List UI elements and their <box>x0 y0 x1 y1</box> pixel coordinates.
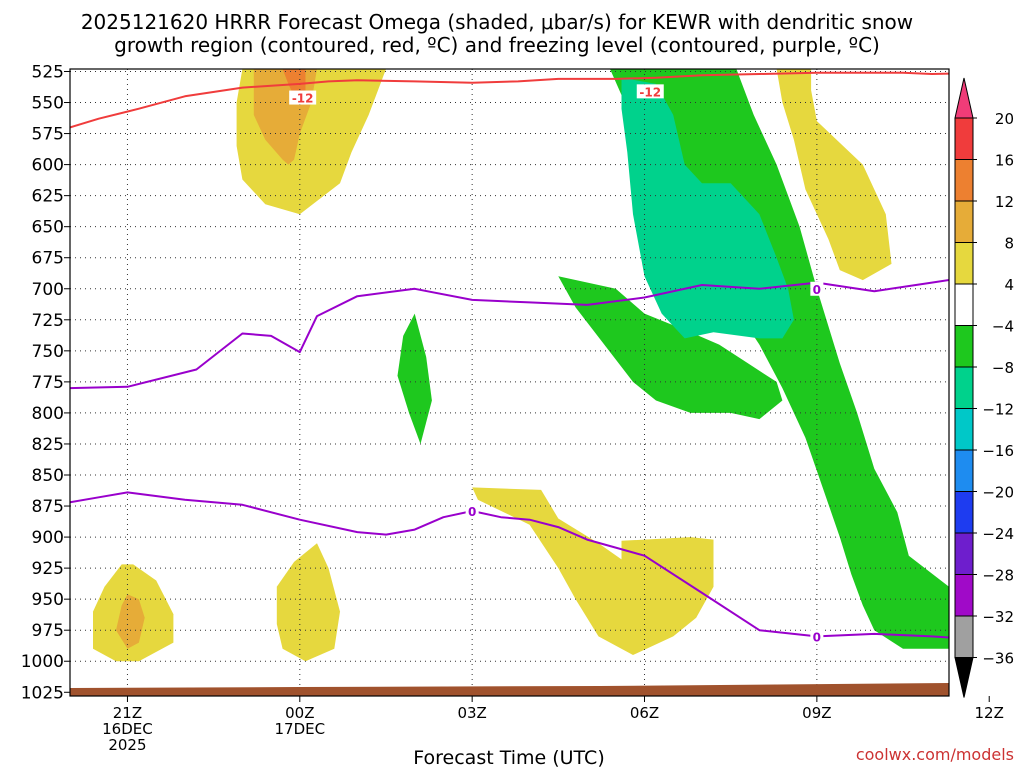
colorbar-segment-8 <box>954 449 974 492</box>
y-tick-label-925: 925 <box>32 559 64 579</box>
colorbar-segment-5 <box>954 325 974 368</box>
y-tick-label-700: 700 <box>32 280 64 300</box>
colorbar-segment-6 <box>954 366 974 409</box>
y-tick-label-800: 800 <box>32 404 64 424</box>
colorbar-label-1: 16 <box>995 152 1014 170</box>
x-axis-label: Forecast Time (UTC) <box>413 747 604 768</box>
freezing-level-line-1-label-0: 0 <box>468 505 476 519</box>
colorbar-label-9: −20 <box>982 484 1014 502</box>
y-tick-label-825: 825 <box>32 435 64 455</box>
y-tick-label-550: 550 <box>32 94 64 114</box>
omega-region-6 <box>276 543 340 662</box>
x-tick-label-0-1: 16DEC <box>102 720 153 738</box>
x-tick-label-3-0: 00Z <box>285 704 314 722</box>
colorbar-segment-2 <box>954 200 974 243</box>
y-tick-label-525: 525 <box>32 62 64 82</box>
colorbar-label-8: −16 <box>982 442 1014 460</box>
plot-frame <box>69 68 950 697</box>
y-tick-label-875: 875 <box>32 497 64 517</box>
colorbar-label-12: −32 <box>982 608 1014 626</box>
y-tick-label-950: 950 <box>32 590 64 610</box>
colorbar-label-5: −4 <box>992 318 1014 336</box>
x-tick-label-6-0: 03Z <box>457 704 486 722</box>
colorbar-segment-9 <box>954 491 974 534</box>
dgz-contour-line <box>70 71 949 129</box>
freezing-level-line-0 <box>70 278 949 390</box>
omega-region-10 <box>621 77 794 339</box>
colorbar-segment-7 <box>954 408 974 451</box>
dgz-contour-line-label-bg-1 <box>636 84 664 99</box>
y-tick-label-1000: 1000 <box>21 652 64 672</box>
omega-region-8 <box>529 69 949 649</box>
colorbar-label-0: 20 <box>995 110 1014 128</box>
x-tick-label-0-2: 2025 <box>108 736 146 754</box>
omega-fills <box>93 69 949 662</box>
colorbar-segment-3 <box>954 242 974 285</box>
y-tick-label-775: 775 <box>32 373 64 393</box>
freezing-level-line-1-label-1: 0 <box>813 630 821 644</box>
colorbar-segment-4 <box>954 283 974 326</box>
chart-title-line-2: growth region (contoured, red, ºC) and f… <box>114 33 880 57</box>
colorbar-label-11: −28 <box>982 567 1014 585</box>
freezing-level-line-1 <box>70 491 949 639</box>
y-tick-label-750: 750 <box>32 342 64 362</box>
y-tick-label-675: 675 <box>32 249 64 269</box>
colorbar-label-2: 12 <box>995 193 1014 211</box>
omega-region-3 <box>776 69 892 281</box>
colorbar-label-13: −36 <box>982 650 1014 668</box>
colorbar-segment-1 <box>954 159 974 202</box>
omega-region-9 <box>558 276 783 420</box>
colorbar-segment-12 <box>954 615 974 658</box>
x-tick-label-15-0: 12Z <box>975 704 1004 722</box>
y-tick-label-1025: 1025 <box>21 683 64 703</box>
colorbar-segment-10 <box>954 532 974 575</box>
y-tick-label-850: 850 <box>32 466 64 486</box>
y-tick-label-900: 900 <box>32 528 64 548</box>
colorbar-label-6: −8 <box>992 359 1014 377</box>
colorbar-label-7: −12 <box>982 401 1014 419</box>
colorbar-label-4: 4 <box>1004 276 1014 294</box>
colorbar-top-arrow <box>954 77 974 119</box>
freezing-level-line-1-label-bg-1 <box>810 629 824 644</box>
x-tick-label-9-0: 06Z <box>630 704 659 722</box>
x-tick-label-0-0: 21Z <box>113 704 142 722</box>
y-tick-label-975: 975 <box>32 621 64 641</box>
dgz-contour-line-label-1: -12 <box>639 85 661 99</box>
omega-region-11 <box>397 313 432 444</box>
colorbar-label-3: 8 <box>1004 235 1014 253</box>
y-tick-label-575: 575 <box>32 125 64 145</box>
omega-region-0 <box>116 69 386 215</box>
pressure-axis: 525 550 575 600 625 650 675 700 725 750 775 800 825 8… <box>21 62 70 703</box>
y-tick-label-725: 725 <box>32 311 64 331</box>
dgz-contour-line-label-bg-0 <box>289 90 317 105</box>
y-tick-label-650: 650 <box>32 218 64 238</box>
colorbar-label-10: −24 <box>982 525 1014 543</box>
colorbar-segment-0 <box>954 117 974 160</box>
dgz-contour-line-label-0: -12 <box>292 92 314 106</box>
x-tick-label-3-1: 17DEC <box>275 720 326 738</box>
y-tick-label-625: 625 <box>32 187 64 207</box>
colorbar-segment-11 <box>954 574 974 617</box>
credit-text: coolwx.com/models <box>856 745 1014 764</box>
omega-colorbar: 20 16 12 8 4 −4 −8 −12 −16 −20 −24 −28 −32 −36 <box>954 77 1014 698</box>
omega-region-7 <box>472 487 714 655</box>
freezing-level-line-1-label-bg-0 <box>465 504 479 519</box>
chart-title-line-1: 2025121620 HRRR Forecast Omega (shaded, … <box>81 10 913 34</box>
y-tick-label-600: 600 <box>32 156 64 176</box>
omega-region-5 <box>116 594 145 649</box>
freezing-level-line-0-label-0: 0 <box>813 283 821 297</box>
freezing-level-line-0-label-bg-0 <box>810 281 824 296</box>
x-tick-label-12-0: 09Z <box>802 704 831 722</box>
colorbar-bottom-arrow <box>954 657 974 698</box>
terrain-ground <box>70 683 949 696</box>
